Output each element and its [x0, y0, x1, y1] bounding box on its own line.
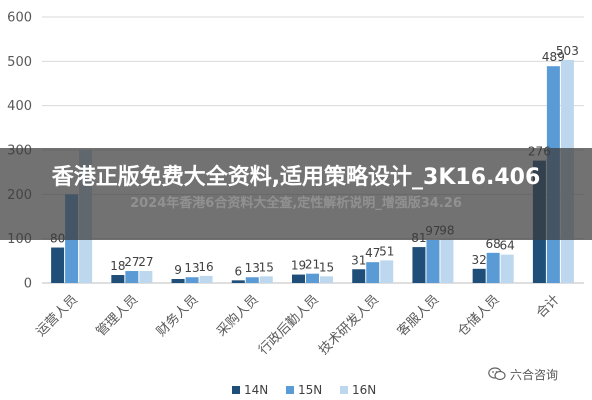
- data-label: 31: [351, 253, 366, 267]
- title-overlay-banner: 2024年香港6合资料大全查,定性解析说明_增强版34.26 香港正版免费大全资…: [0, 148, 592, 240]
- bar-15N: [486, 252, 500, 283]
- bar-15N: [125, 271, 139, 283]
- x-tick-label: 仓储人员: [455, 292, 502, 339]
- wechat-icon: [488, 367, 506, 381]
- x-tick-label: 合计: [534, 292, 563, 321]
- data-label: 489: [542, 50, 565, 64]
- bar-16N: [320, 276, 333, 283]
- legend: 14N 15N 16N: [232, 383, 376, 397]
- overlay-title: 香港正版免费大全资料,适用策略设计_3K16.406: [51, 165, 541, 190]
- bar-14N: [171, 279, 185, 283]
- x-tick-label: 采购人员: [214, 292, 262, 340]
- data-label: 15: [319, 260, 334, 274]
- bar-14N: [51, 247, 65, 283]
- bar-14N: [352, 269, 366, 283]
- data-label: 68: [486, 237, 501, 251]
- bar-15N: [185, 277, 199, 283]
- data-label: 15: [259, 260, 274, 274]
- data-label: 51: [379, 244, 394, 258]
- data-label: 32: [472, 253, 487, 267]
- bar-16N: [199, 275, 213, 283]
- data-label: 47: [365, 246, 380, 260]
- legend-label: 16N: [352, 383, 376, 397]
- x-tick-label: 客服人员: [394, 292, 442, 340]
- bar-15N: [426, 239, 440, 283]
- bar-15N: [245, 277, 259, 283]
- x-tick-label: 行政后勤人员: [256, 292, 322, 358]
- data-label: 13: [184, 261, 199, 275]
- bar-16N: [259, 276, 273, 283]
- data-label: 21: [305, 258, 320, 272]
- bar-14N: [412, 247, 426, 283]
- data-label: 27: [138, 255, 153, 269]
- bar-16N: [500, 254, 514, 283]
- data-label: 16: [198, 260, 213, 274]
- x-tick-label: 运营人员: [34, 292, 81, 339]
- bar-15N: [366, 262, 380, 283]
- bar-15N: [306, 273, 319, 283]
- watermark: 六合咨询: [488, 364, 558, 384]
- x-tick-label: 财务人员: [153, 292, 201, 340]
- bar-16N: [440, 239, 454, 283]
- data-label: 18: [110, 259, 125, 273]
- overlay-ghost-text: 2024年香港6合资料大全查,定性解析说明_增强版34.26: [130, 196, 462, 211]
- x-tick-label: 技术研发人员: [316, 292, 382, 358]
- y-tick-label: 0: [24, 277, 32, 292]
- bar-14N: [472, 268, 486, 283]
- y-tick-label: 500: [7, 55, 32, 70]
- bar-16N: [139, 271, 153, 283]
- bar-16N: [380, 260, 394, 283]
- data-label: 6: [234, 264, 242, 278]
- data-label: 13: [245, 261, 260, 275]
- y-tick-label: 400: [7, 99, 32, 114]
- data-label: 19: [291, 259, 306, 273]
- bar-14N: [111, 275, 125, 283]
- y-tick-label: 600: [7, 11, 32, 26]
- watermark-text: 六合咨询: [510, 367, 559, 382]
- bar-14N: [292, 274, 305, 283]
- bar-14N: [231, 280, 245, 283]
- legend-swatch: [286, 386, 294, 394]
- data-label: 9: [174, 263, 182, 277]
- legend-swatch: [232, 386, 240, 394]
- data-label: 27: [124, 255, 139, 269]
- x-tick-label: 管理人员: [94, 292, 141, 339]
- legend-swatch: [340, 386, 348, 394]
- legend-label: 15N: [298, 383, 322, 397]
- legend-label: 14N: [244, 383, 268, 397]
- data-label: 503: [556, 44, 579, 58]
- data-label: 64: [500, 239, 515, 253]
